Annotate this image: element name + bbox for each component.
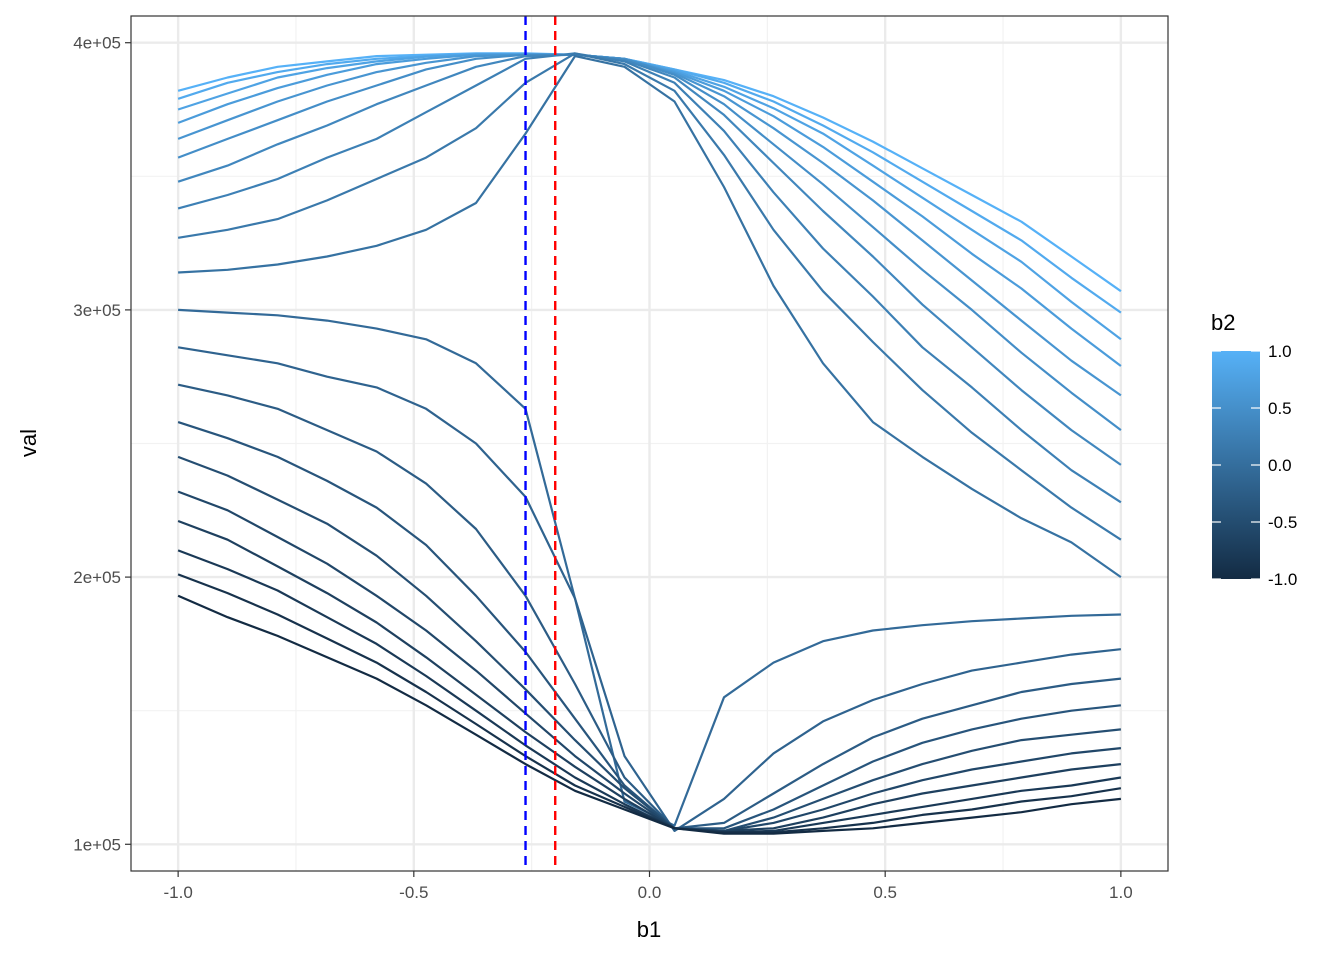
series-line [177, 455, 1122, 833]
series-line [177, 52, 1122, 504]
series-line [177, 52, 1122, 541]
legend-title: b2 [1211, 310, 1235, 335]
x-axis-title: b1 [637, 917, 661, 942]
x-tick-label: 1.0 [1109, 883, 1133, 902]
y-tick-label: 3e+05 [73, 301, 121, 320]
series-line [177, 594, 1122, 835]
x-axis: -1.0 -0.5 0.0 0.5 1.0 [163, 871, 1133, 902]
x-tick-label: 0.5 [873, 883, 897, 902]
series-lines [177, 52, 1122, 835]
y-axis-title: val [16, 429, 41, 457]
x-tick-label: -1.0 [163, 883, 192, 902]
series-line [177, 346, 1122, 833]
series-line [177, 549, 1122, 834]
series-line [177, 573, 1122, 834]
series-line [178, 54, 1122, 579]
reference-lines [524, 16, 557, 871]
x-tick-label: 0.0 [638, 883, 662, 902]
series-line [177, 383, 1122, 830]
legend-label: -0.5 [1268, 513, 1297, 532]
legend-label: 0.0 [1268, 456, 1292, 475]
series-line [177, 53, 1122, 466]
y-tick-label: 1e+05 [73, 835, 121, 854]
series-line [177, 490, 1122, 833]
legend-colorbar: b2 1.0 0.5 0.0 -0.5 -1.0 [1211, 310, 1297, 589]
legend-label: -1.0 [1268, 570, 1297, 589]
y-tick-label: 4e+05 [73, 34, 121, 53]
legend-ticks: 1.0 0.5 0.0 -0.5 -1.0 [1212, 342, 1297, 589]
legend-label: 1.0 [1268, 342, 1292, 361]
y-tick-label: 2e+05 [73, 568, 121, 587]
series-line [177, 519, 1122, 833]
series-line [177, 53, 1122, 431]
x-tick-label: -0.5 [399, 883, 428, 902]
legend-label: 0.5 [1268, 399, 1292, 418]
major-gridlines [131, 16, 1168, 871]
y-axis: 1e+05 2e+05 3e+05 4e+05 [73, 34, 131, 854]
